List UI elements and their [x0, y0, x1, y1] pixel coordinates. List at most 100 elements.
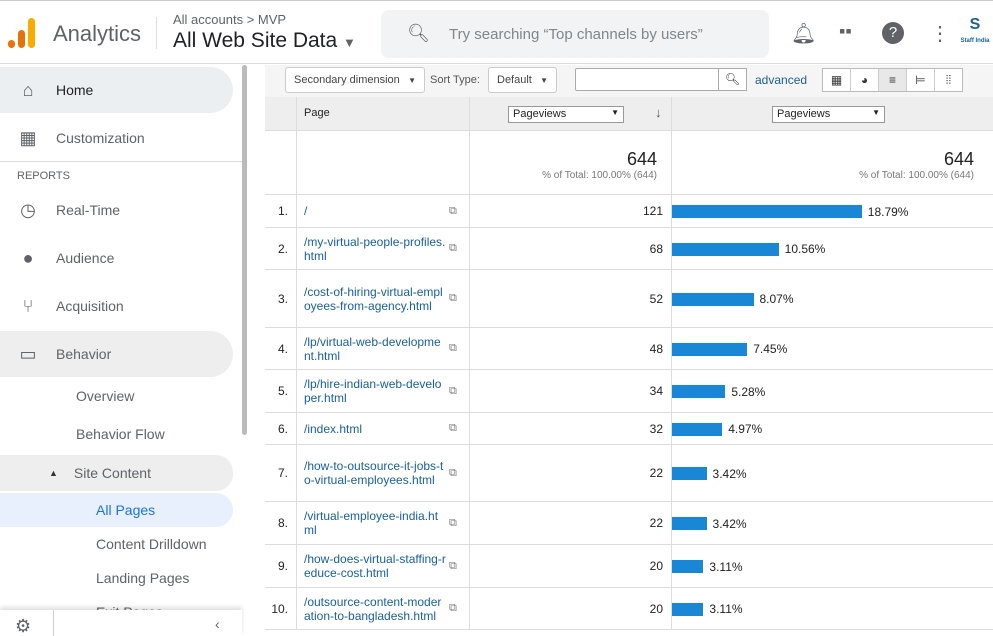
clock-icon: ◷ — [20, 199, 36, 220]
sidebar-item-audience[interactable]: ● Audience — [0, 235, 233, 281]
pageviews-bar — [672, 342, 748, 356]
open-link-icon[interactable]: ⧉ — [449, 242, 457, 254]
pageviews-value: 52 — [470, 270, 672, 327]
filter-input[interactable] — [575, 68, 719, 91]
page-link[interactable]: / — [304, 204, 308, 218]
caret-down-icon: ▼ — [540, 75, 548, 85]
behavior-icon: ▭ — [19, 343, 37, 364]
acquisition-icon: ⑂ — [22, 295, 34, 316]
table-row: 9. /how-does-virtual-staffing-reduce-cos… — [265, 545, 993, 588]
open-link-icon[interactable]: ⧉ — [449, 516, 457, 529]
sidebar-sub-overview[interactable]: Overview — [0, 379, 233, 413]
header-page: Page — [297, 97, 470, 130]
page-link[interactable]: /my-virtual-people-profiles.html — [304, 234, 446, 263]
sort-type-dropdown[interactable]: Default ▼ — [488, 67, 557, 93]
pageviews-bar — [672, 602, 704, 616]
page-link[interactable]: /lp/hire-indian-web-developer.html — [304, 377, 442, 405]
top-bar: Analytics All accounts > MVP All Web Sit… — [0, 0, 993, 64]
page-link[interactable]: /index.html — [304, 421, 363, 436]
total-pct: % of Total: 100.00% (644) — [542, 170, 657, 181]
help-icon[interactable]: ? — [882, 22, 904, 44]
label: Customization — [56, 130, 145, 146]
total-value: 644 — [626, 149, 657, 169]
label: Site Content — [73, 465, 151, 481]
sidebar-item-realtime[interactable]: ◷ Real-Time — [0, 187, 233, 233]
pageviews-bar — [672, 242, 779, 256]
pageviews-pct: 5.28% — [731, 384, 766, 399]
row-index: 4. — [265, 328, 297, 369]
header-index — [265, 97, 297, 130]
total-metric1: 644% of Total: 100.00% (644) — [470, 131, 672, 194]
open-link-icon[interactable]: ⧉ — [449, 342, 457, 354]
search-box[interactable]: 🔍︎ Try searching “Top channels by users” — [381, 10, 769, 58]
total-metric2: 644% of Total: 100.00% (644) — [672, 131, 993, 194]
page-link[interactable]: /cost-of-hiring-virtual-employees-from-a… — [304, 284, 443, 313]
label: Default — [497, 74, 532, 86]
open-link-icon[interactable]: ⧉ — [449, 292, 457, 304]
account-avatar[interactable]: S Staff India — [960, 16, 990, 45]
analytics-logo — [8, 18, 36, 48]
page-cell: /lp/virtual-web-development.html ⧉ — [297, 328, 470, 369]
open-link-icon[interactable]: ⧉ — [449, 384, 457, 397]
metric1-select[interactable]: Pageviews ▼ — [508, 106, 624, 123]
row-index: 1. — [265, 195, 297, 227]
pageviews-bar-cell: 3.42% — [672, 502, 993, 544]
page-link[interactable]: /how-does-virtual-staffing-reduce-cost.h… — [304, 552, 446, 580]
sidebar-scrollbar[interactable] — [242, 65, 247, 435]
row-index: 9. — [265, 545, 297, 587]
sidebar-item-acquisition[interactable]: ⑂ Acquisition — [0, 283, 233, 329]
sidebar-sub-landing-pages[interactable]: Landing Pages — [0, 561, 233, 595]
pageviews-value: 34 — [470, 370, 672, 412]
comparison-view-icon[interactable]: ⊨ — [907, 69, 935, 91]
metric2-select[interactable]: Pageviews ▼ — [772, 106, 885, 123]
sidebar-item-customization[interactable]: ▦ Customization — [0, 115, 233, 161]
page-link[interactable]: /lp/virtual-web-development.html — [304, 334, 441, 363]
more-vert-icon[interactable]: ⋮ — [930, 23, 950, 45]
open-link-icon[interactable]: ⧉ — [449, 559, 457, 572]
search-placeholder: Try searching “Top channels by users” — [449, 26, 703, 43]
pageviews-bar-cell: 7.45% — [672, 328, 993, 369]
settings-icon[interactable]: ⚙ — [15, 616, 32, 636]
page-link[interactable]: /outsource-content-moderation-to-banglad… — [304, 594, 442, 623]
pageviews-bar — [672, 467, 707, 480]
sidebar-item-home[interactable]: ⌂ Home — [0, 67, 233, 113]
sidebar-item-behavior[interactable]: ▭ Behavior — [0, 331, 233, 377]
collapse-sidebar-icon[interactable]: ‹ — [215, 616, 220, 632]
open-link-icon[interactable]: ⧉ — [449, 602, 457, 614]
caret-down-icon: ▼ — [872, 108, 880, 117]
sort-desc-icon[interactable]: ↓ — [655, 105, 662, 120]
pivot-view-icon[interactable]: ⦙⦙ — [945, 73, 952, 87]
breadcrumb[interactable]: All accounts > MVP — [173, 12, 287, 27]
secondary-dimension-dropdown[interactable]: Secondary dimension ▼ — [285, 67, 425, 93]
pageviews-pct: 10.56% — [784, 242, 826, 256]
sidebar-sub-all-pages[interactable]: All Pages — [0, 493, 233, 527]
advanced-filter-link[interactable]: advanced — [755, 73, 808, 87]
performance-view-icon[interactable]: ≡ — [879, 69, 907, 91]
view-switcher: ▦ ◕ ≡ ⊨ ⦙⦙ — [822, 68, 963, 92]
bell-icon[interactable]: 🔔︎ — [791, 23, 817, 45]
caret-down-icon: ▼ — [408, 75, 416, 85]
pie-view-icon[interactable]: ◕ — [851, 69, 879, 91]
filter-search-button[interactable]: 🔍︎ — [718, 68, 747, 91]
apps-icon[interactable]: ▪▪ — [839, 21, 852, 41]
toolbar: Secondary dimension ▼ Sort Type: Default ▼… — [265, 65, 993, 97]
open-link-icon[interactable]: ⧉ — [449, 466, 457, 479]
pageviews-bar-cell: 5.28% — [672, 370, 993, 412]
sidebar-sub-site-content[interactable]: ▲ Site Content — [0, 455, 233, 491]
pageviews-bar-cell: 18.79% — [672, 195, 993, 227]
table-view-icon[interactable]: ▦ — [823, 69, 851, 91]
property-selector[interactable]: All Web Site Data ▼ — [173, 29, 356, 53]
pageviews-value: 48 — [470, 328, 672, 369]
page-cell: /how-to-outsource-it-jobs-to-virtual-emp… — [297, 445, 470, 501]
page-link[interactable]: /how-to-outsource-it-jobs-to-virtual-emp… — [304, 459, 444, 487]
open-link-icon[interactable]: ⧉ — [449, 204, 457, 217]
pageviews-pct: 3.42% — [712, 466, 747, 481]
row-index: 2. — [265, 228, 297, 269]
open-link-icon[interactable]: ⧉ — [449, 422, 457, 434]
sidebar-sub-behavior-flow[interactable]: Behavior Flow — [0, 417, 233, 451]
search-icon: 🔍︎ — [407, 23, 430, 43]
page-link[interactable]: /virtual-employee-india.html — [304, 509, 439, 537]
pageviews-value: 22 — [470, 502, 672, 544]
label: Pageviews — [777, 108, 831, 120]
sidebar-sub-content-drilldown[interactable]: Content Drilldown — [0, 527, 233, 561]
